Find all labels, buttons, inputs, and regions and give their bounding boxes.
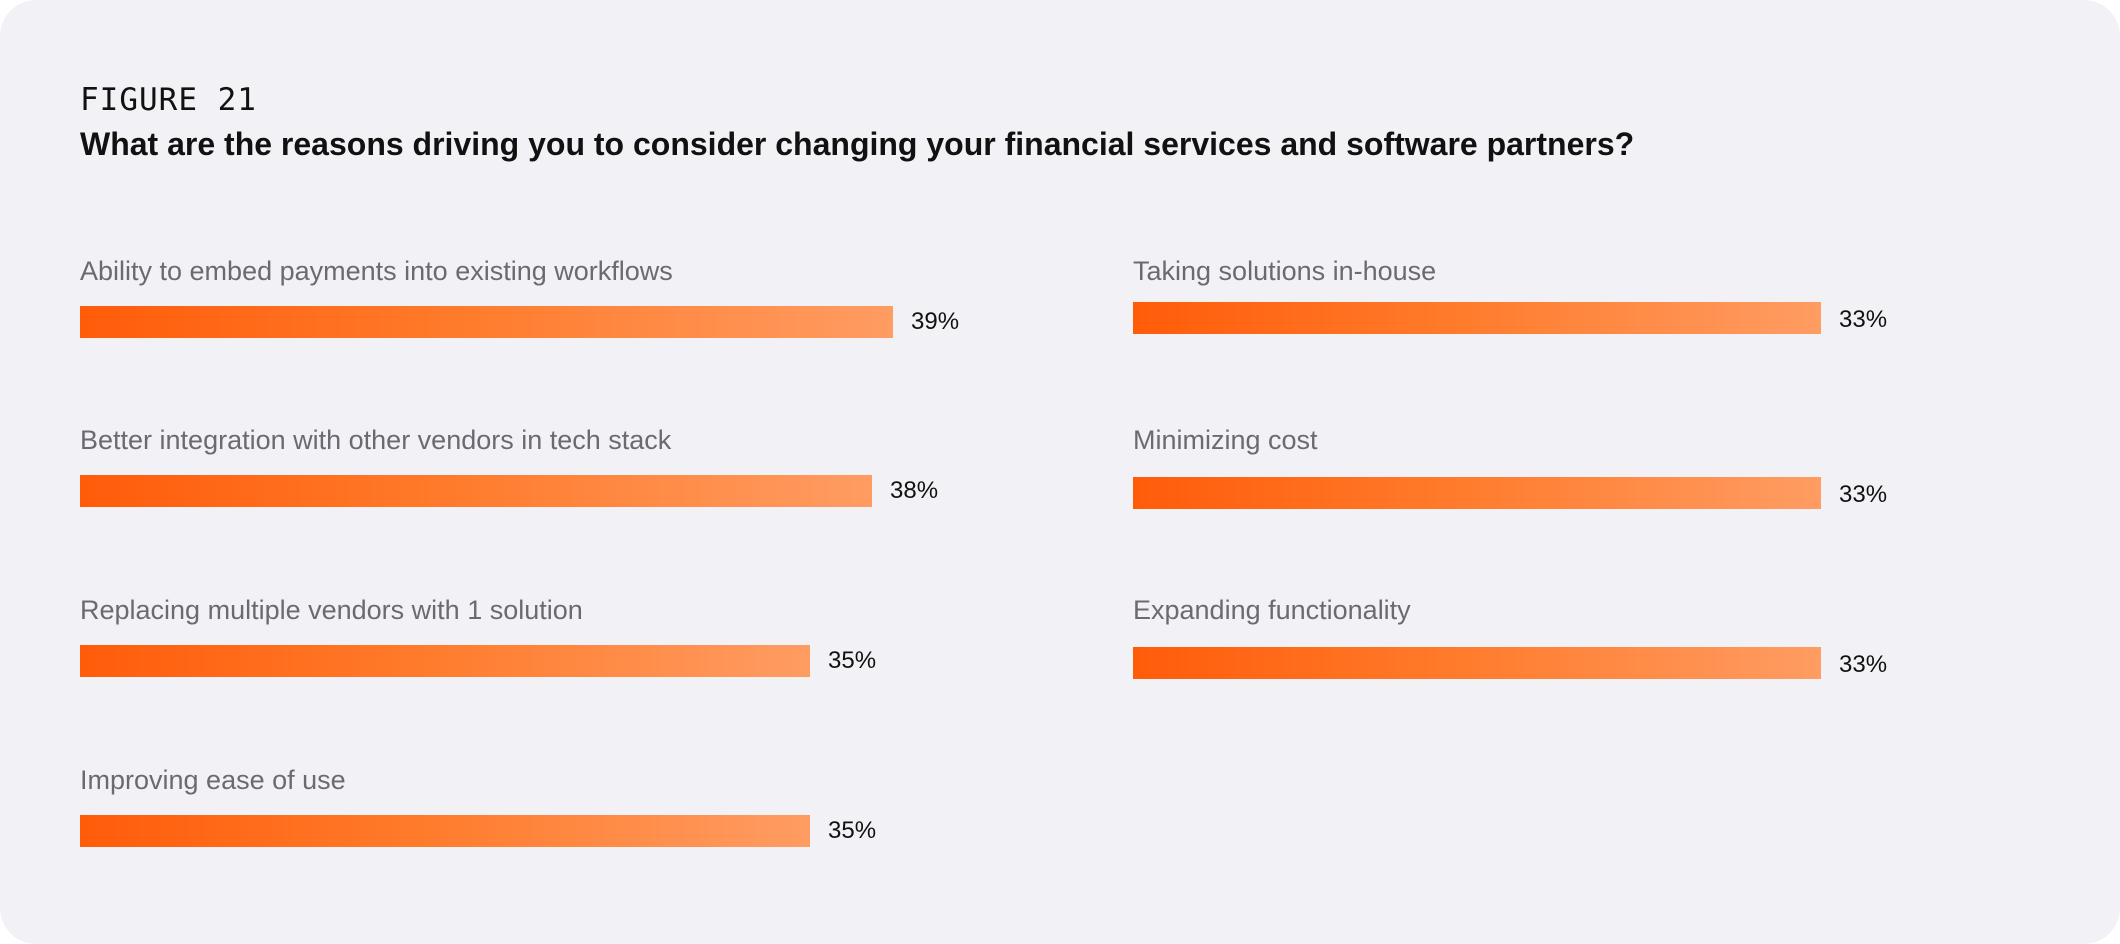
bar-category-label: Improving ease of use bbox=[80, 765, 346, 795]
bar-value-label: 39% bbox=[911, 308, 960, 335]
bar bbox=[80, 475, 872, 507]
bar-value-label: 35% bbox=[828, 647, 877, 674]
bar-value-label: 38% bbox=[890, 477, 939, 504]
bar-category-label: Better integration with other vendors in… bbox=[80, 425, 672, 455]
bar-category-label: Replacing multiple vendors with 1 soluti… bbox=[80, 595, 583, 625]
bar-category-label: Expanding functionality bbox=[1133, 595, 1411, 625]
bar bbox=[1133, 302, 1821, 334]
bar bbox=[80, 815, 810, 847]
bar-value-label: 33% bbox=[1839, 651, 1888, 678]
bar bbox=[1133, 477, 1821, 509]
bar-category-label: Minimizing cost bbox=[1133, 425, 1318, 455]
bar-value-label: 33% bbox=[1839, 306, 1888, 333]
bar-value-label: 33% bbox=[1839, 481, 1888, 508]
bar-value-label: 35% bbox=[828, 817, 877, 844]
bar bbox=[80, 306, 893, 338]
bar bbox=[1133, 647, 1821, 679]
bar-category-label: Taking solutions in-house bbox=[1133, 256, 1437, 286]
figure-number: FIGURE 21 bbox=[80, 82, 257, 118]
figure-title: What are the reasons driving you to cons… bbox=[80, 126, 1635, 162]
bar-category-label: Ability to embed payments into existing … bbox=[80, 256, 673, 286]
bar bbox=[80, 645, 810, 677]
